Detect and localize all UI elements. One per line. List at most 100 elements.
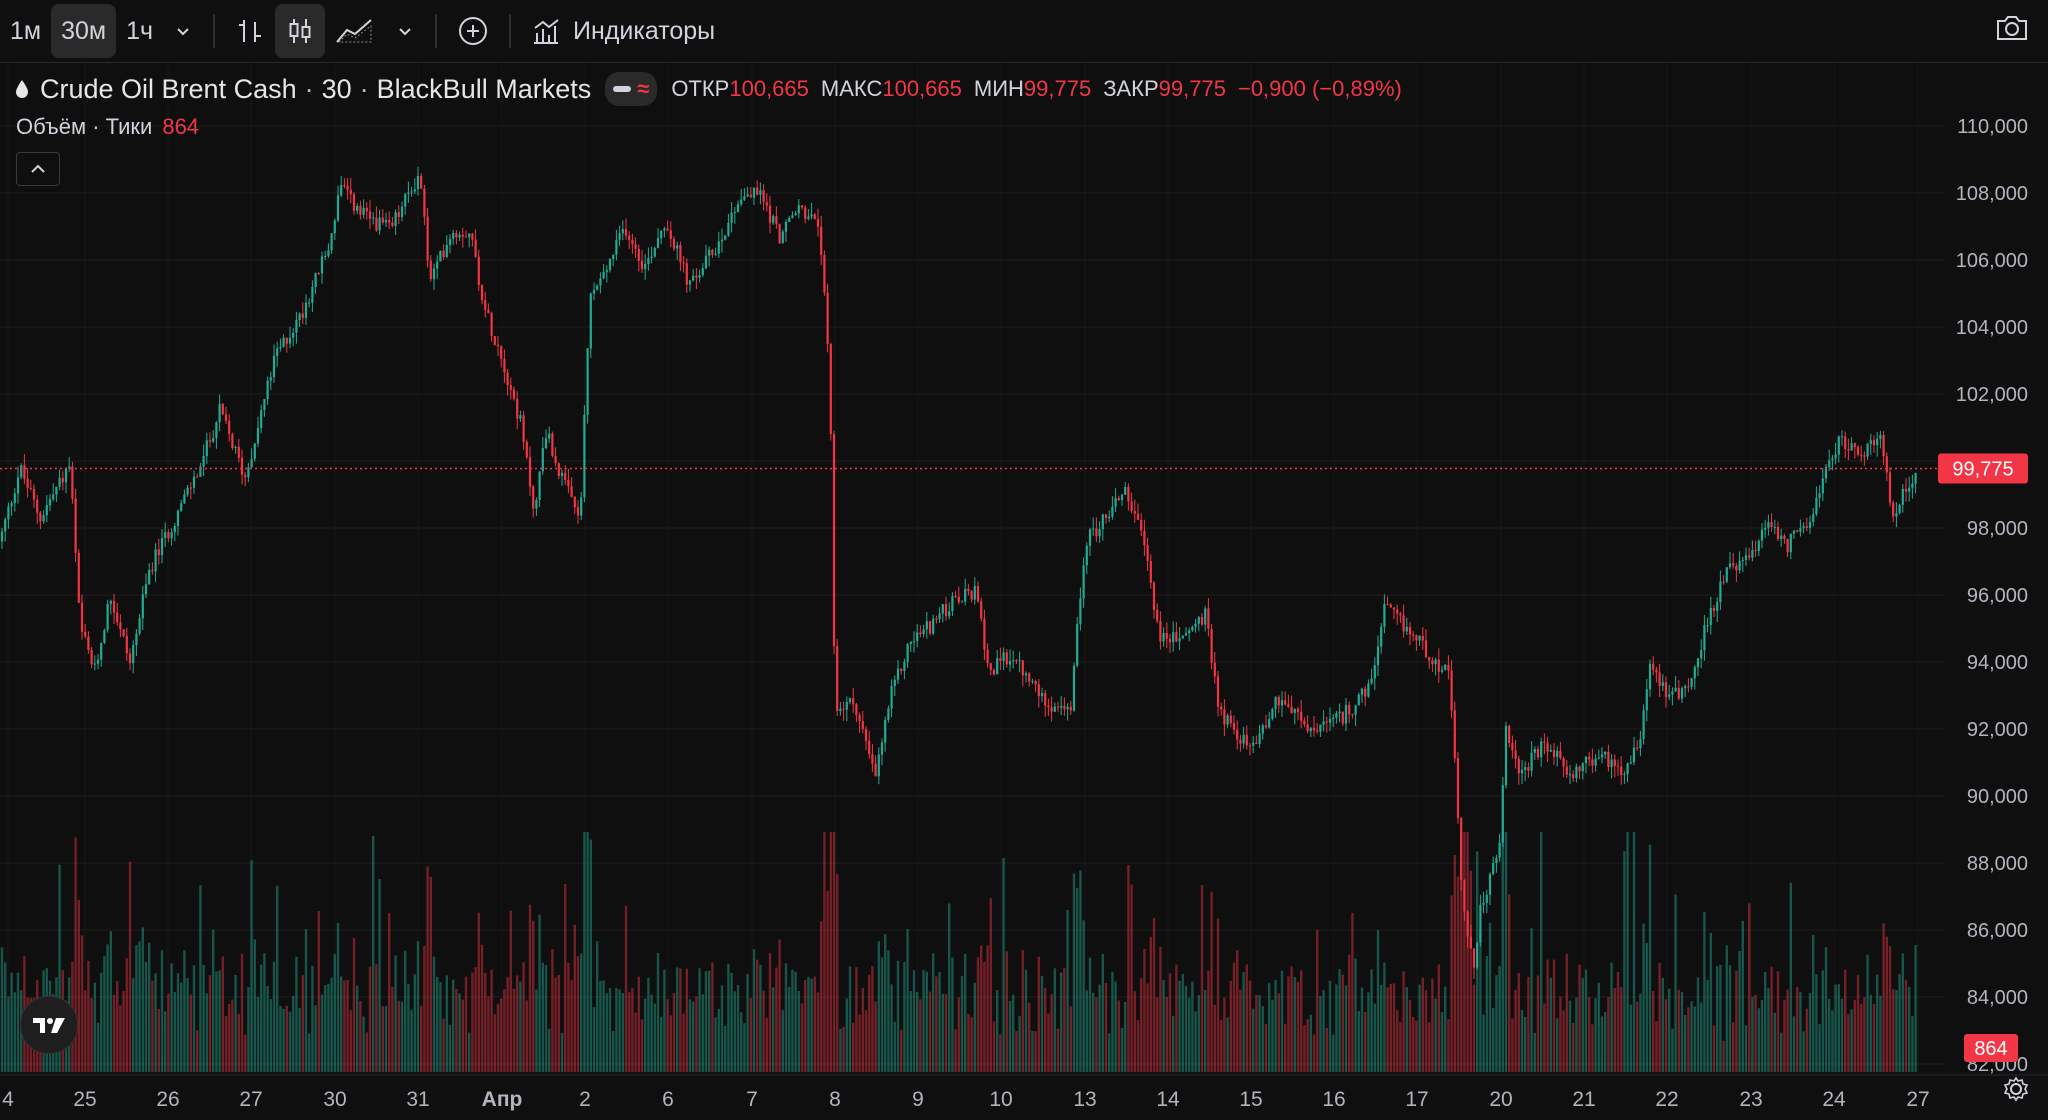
volume-bar [1584, 969, 1588, 1072]
candle-body [413, 189, 416, 192]
volume-bar [1456, 876, 1460, 1072]
volume-bar [938, 971, 941, 1072]
candle-body [692, 275, 695, 281]
candle-body [1556, 750, 1559, 757]
volume-bar [368, 966, 372, 1072]
candle-body [1824, 466, 1828, 479]
interval-30m-button[interactable]: 30м [51, 4, 117, 58]
volume-bar [1792, 1016, 1796, 1072]
volume-bar [170, 963, 173, 1072]
volume-bar [461, 999, 464, 1072]
candle-body [1111, 506, 1114, 517]
candle-body [1879, 435, 1882, 439]
volume-bar [1280, 970, 1284, 1072]
volume-bar [1856, 975, 1860, 1072]
volume-bar [1828, 999, 1831, 1072]
volume-bar [1524, 1016, 1527, 1072]
volume-bar [16, 972, 20, 1072]
candle-body [551, 433, 554, 457]
time-tick-label: 26 [156, 1088, 179, 1111]
volume-bar [1754, 994, 1757, 1072]
candle-body [1549, 750, 1552, 752]
volume-bar [148, 942, 151, 1072]
volume-bar [74, 837, 77, 1072]
candle-body [615, 239, 618, 255]
candles-chart-button[interactable] [275, 4, 326, 58]
volume-bar [1751, 996, 1754, 1072]
volume-bar [1876, 974, 1879, 1072]
candle-body [941, 604, 944, 614]
candle-body [10, 503, 13, 507]
volume-bar [1024, 969, 1028, 1072]
volume-bar [445, 975, 448, 1072]
candle-body [903, 661, 906, 671]
indicators-button[interactable]: Индикаторы [521, 4, 725, 58]
candle-body [327, 250, 330, 256]
interval-1m-button[interactable]: 1м [10, 16, 42, 45]
volume-bar [708, 970, 711, 1072]
volume-bar [1344, 985, 1348, 1072]
volume-bar [912, 970, 916, 1072]
candle-body [1844, 436, 1847, 449]
volume-bar [736, 984, 740, 1072]
volume-bar [698, 968, 701, 1072]
volume-bar [1658, 962, 1661, 1072]
candle-body [1184, 633, 1188, 636]
volume-bar [269, 999, 272, 1072]
volume-bar [349, 1010, 352, 1072]
candle-body [1127, 486, 1130, 502]
interval-1h-button[interactable]: 1ч [126, 16, 154, 45]
candle-body [1514, 750, 1517, 759]
volume-bar [1245, 964, 1248, 1072]
candle-body [1908, 487, 1911, 492]
candle-body [797, 205, 800, 214]
candle-body [1751, 550, 1754, 558]
candle-body [1348, 704, 1351, 715]
volume-bar [455, 988, 458, 1072]
bars-chart-button[interactable] [225, 4, 275, 58]
volume-bar [90, 998, 93, 1072]
candle-body [1780, 535, 1783, 540]
candle-body [1223, 709, 1226, 725]
volume-bar [1197, 995, 1200, 1072]
volume-bar [253, 939, 256, 1072]
candle-body [624, 229, 628, 236]
candle-body [1588, 757, 1591, 760]
area-chart-button[interactable] [325, 4, 385, 58]
toolbar-divider [509, 14, 512, 48]
volume-bar [1072, 873, 1076, 1072]
volume-bar [426, 866, 429, 1072]
snapshot-button[interactable] [1994, 12, 2030, 49]
candle-body [1776, 526, 1780, 540]
volume-bar [1549, 977, 1552, 1072]
price-chart[interactable]: 110,000108,000106,000104,000102,000100,0… [0, 62, 2048, 1120]
candle-body [1716, 602, 1719, 611]
legend-toggle-pill[interactable]: ≈ [605, 72, 658, 106]
price-tick-label: 96,000 [1967, 585, 2028, 607]
interval-dropdown-button[interactable] [163, 4, 203, 58]
volume-bar [1287, 976, 1290, 1072]
volume-bar [880, 957, 884, 1072]
candle-body [474, 239, 477, 257]
last-volume-label: 864 [1974, 1038, 2007, 1060]
volume-bar [154, 973, 157, 1072]
candle-body [1322, 721, 1325, 725]
candle-body [397, 212, 400, 217]
volume-bar [1220, 1019, 1223, 1072]
candle-body [1568, 774, 1572, 776]
candle-body [516, 398, 519, 419]
chart-settings-button[interactable] [2002, 1075, 2030, 1108]
volume-bar [768, 953, 772, 1072]
symbol-name[interactable]: Crude Oil Brent Cash [40, 73, 297, 104]
candle-body [1677, 687, 1680, 699]
time-tick-label: 21 [1572, 1088, 1595, 1111]
tradingview-logo[interactable] [20, 996, 78, 1054]
collapse-legend-button[interactable] [16, 152, 60, 186]
candle-body [1786, 538, 1789, 553]
volume-bar [1527, 976, 1530, 1072]
volume-bar [1568, 1000, 1572, 1072]
volume-bar [602, 980, 605, 1072]
compare-symbol-button[interactable] [447, 4, 499, 58]
candle-body [1271, 708, 1274, 719]
chart-type-dropdown-button[interactable] [385, 4, 425, 58]
